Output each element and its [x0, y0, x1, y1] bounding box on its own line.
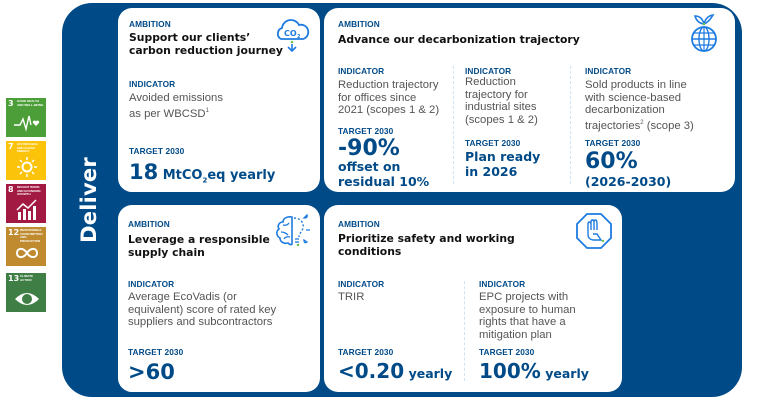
- card-support-clients: AMBITION Support our clients’ carbon red…: [118, 8, 320, 192]
- sun-icon: [17, 157, 37, 177]
- card-supply-chain: AMBITION Leverage a responsible supply c…: [118, 205, 320, 392]
- indicator-text: Average EcoVadis (or equivalent) score o…: [128, 291, 277, 329]
- ambition-label: AMBITION: [128, 219, 170, 229]
- indicator-text: Avoided emissions as per WBCSD1: [129, 92, 223, 120]
- indicator-text: Sold products in line with science-based…: [585, 79, 694, 132]
- eye-globe-icon: [15, 293, 39, 305]
- column-divider: [464, 281, 465, 381]
- sdg-tile-8: 8 Decent work and economic growth: [6, 184, 46, 223]
- indicator-text: Reduction trajectory for offices since 2…: [338, 79, 440, 117]
- target-label: TARGET 2030: [479, 347, 535, 357]
- sdg-tile-12: 12 Responsible consumption and productio…: [6, 227, 46, 266]
- co2-cloud-icon: CO 2: [276, 19, 310, 53]
- indicator-label: INDICATOR: [129, 79, 176, 89]
- growth-chart-icon: [16, 199, 37, 220]
- heartbeat-icon: [14, 115, 40, 132]
- brain-lightbulb-icon: [276, 213, 310, 247]
- ambition-title: Support our clients’ carbon reduction jo…: [129, 31, 283, 57]
- target-label: TARGET 2030: [465, 138, 521, 148]
- target-label: TARGET 2030: [338, 126, 394, 136]
- card-safety: AMBITION Prioritize safety and working c…: [324, 205, 622, 392]
- sdg-tile-13: 13 Climate action: [6, 273, 46, 312]
- target-value: 18 MtCO2eq yearly: [129, 160, 276, 185]
- target-label: TARGET 2030: [128, 347, 184, 357]
- target-note: (2026-2030): [585, 174, 672, 189]
- svg-text:2: 2: [297, 34, 301, 40]
- target-note: offset on residual 10%: [338, 159, 430, 189]
- indicator-label: INDICATOR: [338, 66, 385, 76]
- indicator-label: INDICATOR: [465, 66, 512, 76]
- indicator-label: INDICATOR: [585, 66, 632, 76]
- stop-hand-icon: [576, 213, 612, 249]
- infinity-icon: [15, 247, 39, 259]
- globe-sprout-icon: [691, 13, 717, 52]
- indicator-label: INDICATOR: [479, 279, 526, 289]
- target-label: TARGET 2030: [129, 146, 185, 156]
- indicator-text: EPC projects with exposure to human righ…: [479, 291, 576, 341]
- target-value: 60%: [585, 149, 638, 174]
- target-value: -90%: [338, 136, 400, 161]
- target-value: >60: [128, 360, 175, 384]
- ambition-title: Leverage a responsible supply chain: [128, 233, 270, 259]
- card-decarbonization: AMBITION Advance our decarbonization tra…: [324, 8, 735, 192]
- indicator-label: INDICATOR: [128, 279, 175, 289]
- sdg-tile-3: 3 Good health and well-being: [6, 98, 46, 137]
- ambition-title: Advance our decarbonization trajectory: [338, 33, 580, 46]
- target-label: TARGET 2030: [338, 347, 394, 357]
- sdg-tile-7: 7 Affordable and clean energy: [6, 141, 46, 180]
- ambition-label: AMBITION: [338, 19, 380, 29]
- indicator-text: Reduction trajectory for industrial site…: [465, 76, 538, 126]
- ambition-title: Prioritize safety and working conditions: [338, 232, 515, 258]
- target-value: <0.20 yearly: [338, 359, 453, 383]
- indicator-label: INDICATOR: [338, 279, 385, 289]
- svg-text:CO: CO: [284, 29, 297, 38]
- ambition-label: AMBITION: [129, 19, 171, 29]
- column-divider: [570, 66, 571, 184]
- target-label: TARGET 2030: [585, 138, 641, 148]
- indicator-text: TRIR: [338, 291, 365, 303]
- column-divider: [453, 66, 454, 184]
- deliver-label: Deliver: [77, 157, 102, 243]
- ambition-label: AMBITION: [338, 219, 380, 229]
- target-value: 100% yearly: [479, 359, 589, 383]
- target-value: Plan ready in 2026: [465, 149, 541, 179]
